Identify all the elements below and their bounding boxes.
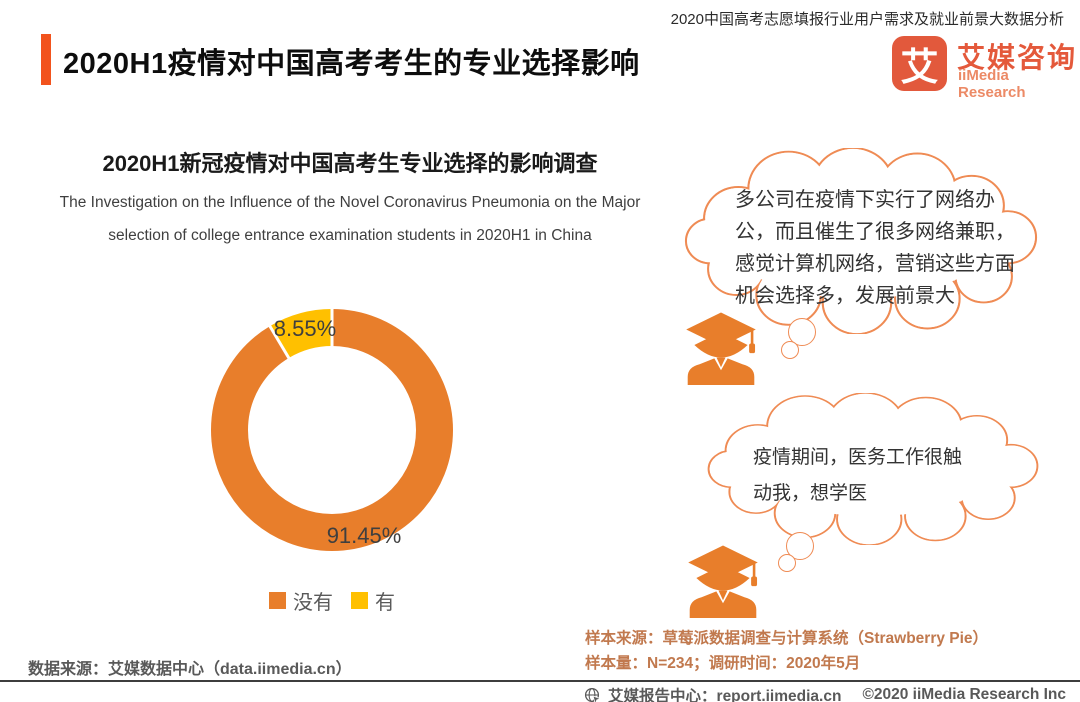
data-source-note: 数据来源：艾媒数据中心（data.iimedia.cn）: [28, 661, 352, 678]
legend-item-yes: 有: [351, 586, 395, 615]
page-title: 2020H1疫情对中国高考考生的专业选择影响: [63, 48, 640, 80]
chart-title: 2020H1新冠疫情对中国高考生专业选择的影响调查: [102, 151, 598, 176]
legend-label-no: 没有: [293, 592, 333, 614]
data-label-no: 91.45%: [326, 523, 402, 548]
sample-source-note: 样本来源：草莓派数据调查与计算系统（Strawberry Pie）: [585, 630, 989, 647]
sample-info-note: 样本量：N=234；调研时间：2020年5月: [585, 655, 861, 672]
donut-chart: 8.55% 91.45%: [202, 300, 462, 560]
quote-text-1: 多公司在疫情下实行了网络办公，而且催生了很多网络兼职，感觉计算机网络，营销这些方…: [735, 189, 1015, 307]
slice-separator: [266, 322, 292, 361]
chart-legend: 没有 有: [202, 586, 462, 615]
data-label-yes: 8.55%: [273, 316, 337, 341]
report-series-note: 2020中国高考志愿填报行业用户需求及就业前景大数据分析: [670, 11, 1064, 28]
iimedia-logo-icon: 艾: [892, 36, 947, 91]
logo-glyph: 艾: [900, 47, 939, 89]
logo-name-cn: 艾媒咨询: [957, 42, 1078, 73]
thought-dot-large-1: [788, 318, 816, 346]
graduate-icon-1: [684, 310, 758, 387]
thought-dot-small-2: [778, 554, 796, 572]
chart-subtitle-en: The Investigation on the Influence of th…: [59, 194, 641, 244]
globe-cursor-icon: [584, 687, 602, 702]
legend-label-yes: 有: [375, 592, 395, 614]
thought-dot-small-1: [781, 341, 799, 359]
legend-item-no: 没有: [269, 586, 333, 615]
footer-report-center: 艾媒报告中心：report.iimedia.cn: [608, 688, 842, 702]
logo-name-en: iiMedia Research: [958, 67, 1026, 101]
donut-svg: [211, 307, 453, 551]
footer-divider: [0, 680, 1080, 682]
donut-slice-no: [211, 309, 453, 551]
legend-swatch-yes: [351, 592, 368, 609]
quote-text-2: 疫情期间，医务工作很触动我，想学医: [753, 447, 963, 504]
footer-copyright: ©2020 iiMedia Research Inc: [862, 686, 1066, 702]
footer: 艾媒报告中心：report.iimedia.cn ©2020 iiMedia R…: [584, 684, 1066, 702]
legend-swatch-no: [269, 592, 286, 609]
graduate-icon-2: [686, 543, 760, 620]
title-accent-bar: [41, 34, 51, 85]
